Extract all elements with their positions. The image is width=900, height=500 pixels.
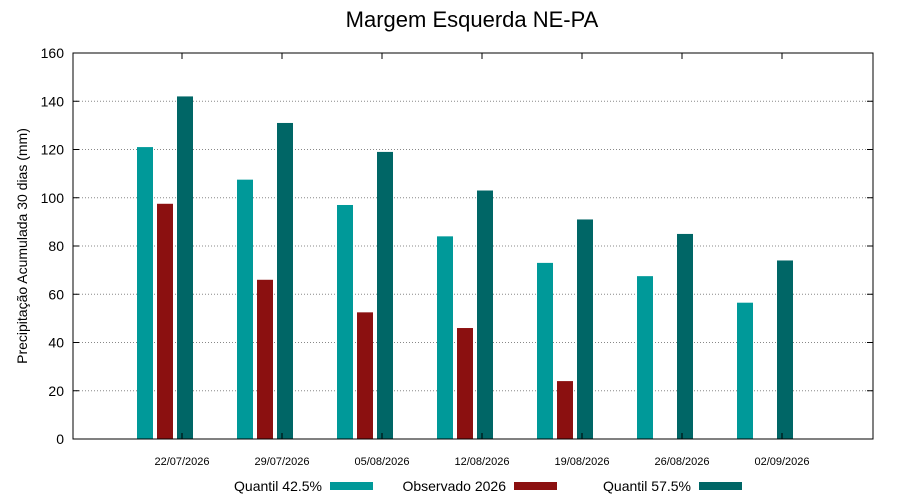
bar [777, 260, 793, 439]
bars [137, 96, 793, 440]
x-tick-label: 19/08/2026 [554, 456, 609, 468]
bar [357, 312, 373, 439]
x-tick-label: 22/07/2026 [154, 456, 209, 468]
x-tick-label: 05/08/2026 [354, 456, 409, 468]
bar [237, 179, 253, 439]
y-tick-label: 0 [56, 431, 64, 447]
bar [177, 96, 193, 440]
y-tick-label: 140 [41, 93, 65, 109]
chart-title: Margem Esquerda NE-PA [346, 7, 599, 32]
legend: Quantil 42.5% Observado 2026 Quantil 57.5% [234, 478, 742, 494]
bar [477, 190, 493, 439]
legend-swatch [514, 482, 557, 490]
bar [557, 381, 573, 439]
x-tick-label: 29/07/2026 [254, 456, 309, 468]
legend-swatch [330, 482, 373, 490]
bar [257, 279, 273, 439]
y-axis-ticks: 0 20 40 60 80 100 120 140 160 [41, 45, 873, 447]
legend-label: Quantil 57.5% [603, 478, 691, 494]
x-tick-label: 12/08/2026 [454, 456, 509, 468]
legend-label: Observado 2026 [402, 478, 506, 494]
x-tick-label: 26/08/2026 [654, 456, 709, 468]
bar [157, 203, 173, 439]
y-tick-label: 120 [41, 142, 65, 158]
y-tick-label: 20 [48, 383, 64, 399]
bar [537, 262, 553, 439]
bar [377, 151, 393, 439]
bar [337, 204, 353, 439]
y-tick-label: 160 [41, 45, 65, 61]
y-axis-label: Precipitação Acumulada 30 dias (mm) [14, 128, 30, 364]
bar [677, 233, 693, 439]
x-tick-label: 02/09/2026 [754, 456, 809, 468]
bar [637, 276, 653, 439]
bar [277, 122, 293, 440]
bar [457, 328, 473, 439]
y-tick-label: 100 [41, 190, 65, 206]
legend-label: Quantil 42.5% [234, 478, 322, 494]
bar [577, 219, 593, 439]
bar [137, 147, 153, 439]
x-axis-ticks: 22/07/2026 29/07/2026 05/08/2026 12/08/2026… [154, 53, 810, 468]
bar [437, 236, 453, 439]
bar [737, 302, 753, 439]
legend-swatch [699, 482, 742, 490]
y-tick-label: 80 [48, 238, 64, 254]
y-tick-label: 40 [48, 335, 64, 351]
y-tick-label: 60 [48, 286, 64, 302]
